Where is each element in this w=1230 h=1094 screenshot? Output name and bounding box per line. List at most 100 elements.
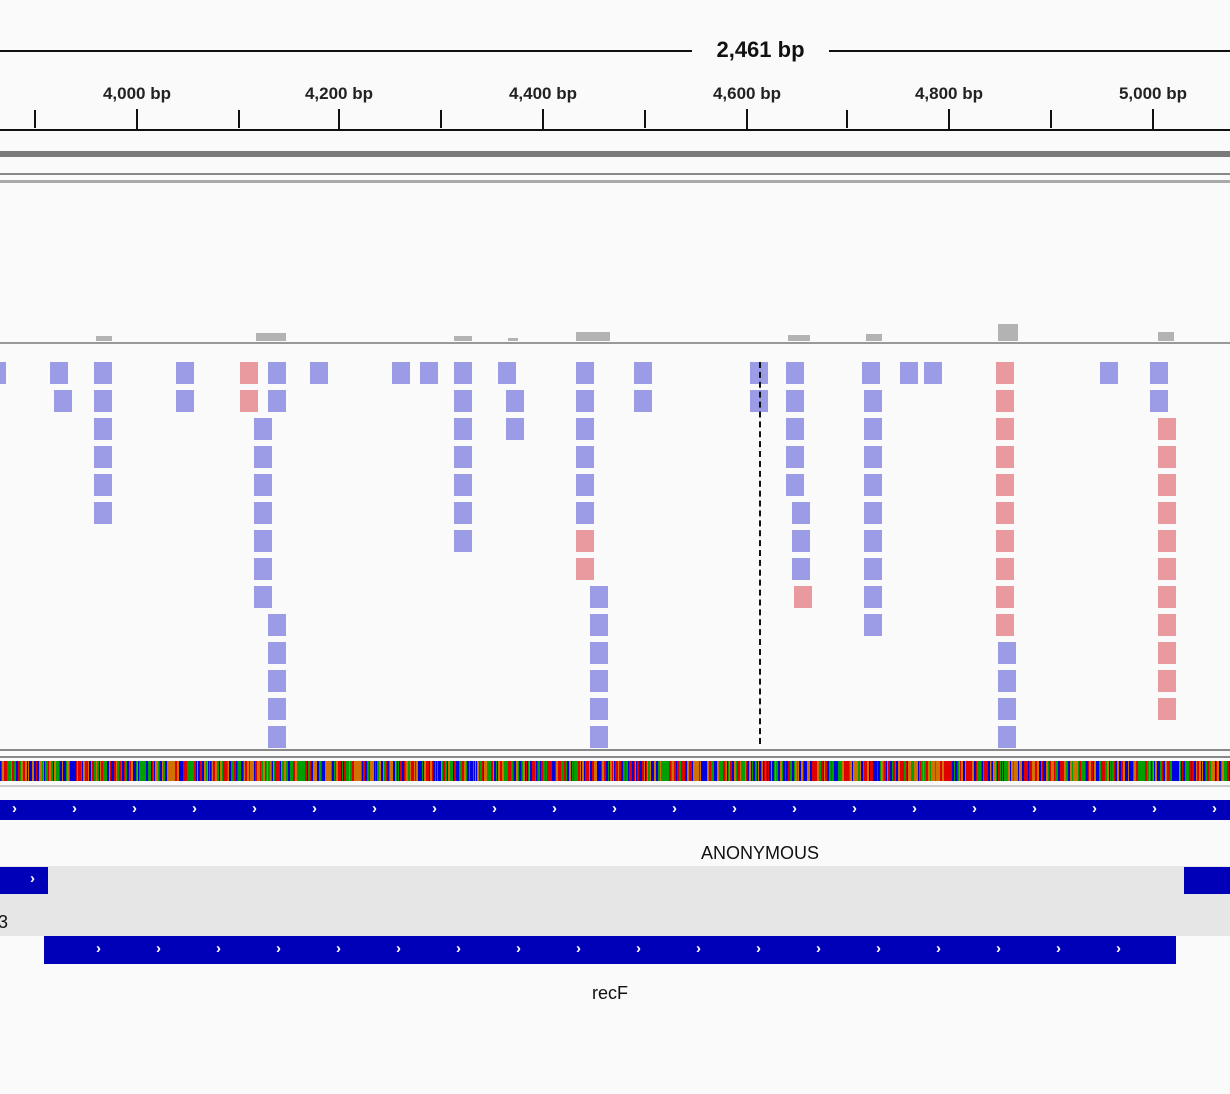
read-block[interactable]: [1100, 362, 1118, 384]
read-block[interactable]: [998, 670, 1016, 692]
read-block[interactable]: [924, 362, 942, 384]
read-block[interactable]: [454, 390, 472, 412]
read-block[interactable]: [94, 418, 112, 440]
read-block[interactable]: [254, 502, 272, 524]
read-block[interactable]: [996, 474, 1014, 496]
read-block[interactable]: [268, 698, 286, 720]
read-block[interactable]: [310, 362, 328, 384]
read-block[interactable]: [864, 390, 882, 412]
read-block[interactable]: [1158, 446, 1176, 468]
read-block[interactable]: [786, 362, 804, 384]
read-block[interactable]: [864, 474, 882, 496]
read-block[interactable]: [268, 642, 286, 664]
read-block[interactable]: [864, 530, 882, 552]
read-block[interactable]: [590, 698, 608, 720]
read-block[interactable]: [454, 446, 472, 468]
read-block[interactable]: [996, 446, 1014, 468]
read-block[interactable]: [254, 530, 272, 552]
read-block[interactable]: [576, 558, 594, 580]
anonymous-feature-bar[interactable]: › › › › › › › › › › › › › › › › › › › › ›: [0, 800, 1230, 820]
read-block[interactable]: [268, 670, 286, 692]
read-block[interactable]: [94, 390, 112, 412]
read-block[interactable]: [506, 390, 524, 412]
read-block[interactable]: [634, 362, 652, 384]
recf-feature-bar[interactable]: › › › › › › › › › › › › › › › › › ›: [44, 936, 1176, 964]
read-block[interactable]: [1158, 418, 1176, 440]
read-block[interactable]: [864, 418, 882, 440]
read-block[interactable]: [254, 558, 272, 580]
read-block[interactable]: [94, 502, 112, 524]
read-block[interactable]: [506, 418, 524, 440]
read-block[interactable]: [786, 390, 804, 412]
read-block[interactable]: [996, 586, 1014, 608]
read-block[interactable]: [1158, 558, 1176, 580]
read-block[interactable]: [254, 418, 272, 440]
read-block[interactable]: [900, 362, 918, 384]
read-block[interactable]: [1158, 530, 1176, 552]
read-block[interactable]: [176, 362, 194, 384]
read-block[interactable]: [576, 390, 594, 412]
read-block[interactable]: [792, 502, 810, 524]
read-block[interactable]: [996, 558, 1014, 580]
read-block[interactable]: [590, 614, 608, 636]
read-block[interactable]: [998, 726, 1016, 748]
read-block[interactable]: [0, 362, 6, 384]
read-block[interactable]: [240, 390, 258, 412]
read-block[interactable]: [454, 418, 472, 440]
read-block[interactable]: [1158, 670, 1176, 692]
read-block[interactable]: [94, 446, 112, 468]
gene-feature-left[interactable]: ›: [0, 867, 48, 894]
read-block[interactable]: [996, 390, 1014, 412]
read-block[interactable]: [254, 474, 272, 496]
track-divider[interactable]: [0, 151, 1230, 157]
read-block[interactable]: [996, 502, 1014, 524]
read-block[interactable]: [454, 502, 472, 524]
read-block[interactable]: [786, 418, 804, 440]
read-block[interactable]: [864, 502, 882, 524]
read-block[interactable]: [454, 474, 472, 496]
read-block[interactable]: [862, 362, 880, 384]
read-block[interactable]: [268, 614, 286, 636]
read-block[interactable]: [54, 390, 72, 412]
read-block[interactable]: [794, 586, 812, 608]
read-block[interactable]: [1158, 642, 1176, 664]
read-block[interactable]: [864, 614, 882, 636]
read-block[interactable]: [864, 558, 882, 580]
read-block[interactable]: [996, 614, 1014, 636]
read-block[interactable]: [590, 642, 608, 664]
read-block[interactable]: [254, 586, 272, 608]
read-block[interactable]: [268, 390, 286, 412]
read-block[interactable]: [576, 446, 594, 468]
read-block[interactable]: [576, 474, 594, 496]
read-block[interactable]: [420, 362, 438, 384]
read-block[interactable]: [392, 362, 410, 384]
read-block[interactable]: [996, 530, 1014, 552]
read-block[interactable]: [590, 726, 608, 748]
read-block[interactable]: [576, 530, 594, 552]
read-block[interactable]: [94, 474, 112, 496]
read-block[interactable]: [996, 418, 1014, 440]
read-block[interactable]: [634, 390, 652, 412]
gene-feature-right[interactable]: [1184, 867, 1230, 894]
read-block[interactable]: [1150, 390, 1168, 412]
read-block[interactable]: [50, 362, 68, 384]
read-block[interactable]: [1158, 614, 1176, 636]
read-block[interactable]: [864, 586, 882, 608]
read-block[interactable]: [254, 446, 272, 468]
read-block[interactable]: [1158, 502, 1176, 524]
read-block[interactable]: [786, 474, 804, 496]
read-block[interactable]: [268, 726, 286, 748]
sequence-track[interactable]: [0, 761, 1230, 781]
read-block[interactable]: [1158, 474, 1176, 496]
read-block[interactable]: [792, 530, 810, 552]
read-block[interactable]: [786, 446, 804, 468]
read-block[interactable]: [454, 530, 472, 552]
read-block[interactable]: [996, 362, 1014, 384]
read-block[interactable]: [576, 362, 594, 384]
read-block[interactable]: [792, 558, 810, 580]
read-block[interactable]: [240, 362, 258, 384]
read-block[interactable]: [576, 418, 594, 440]
read-block[interactable]: [94, 362, 112, 384]
read-block[interactable]: [998, 698, 1016, 720]
read-block[interactable]: [176, 390, 194, 412]
